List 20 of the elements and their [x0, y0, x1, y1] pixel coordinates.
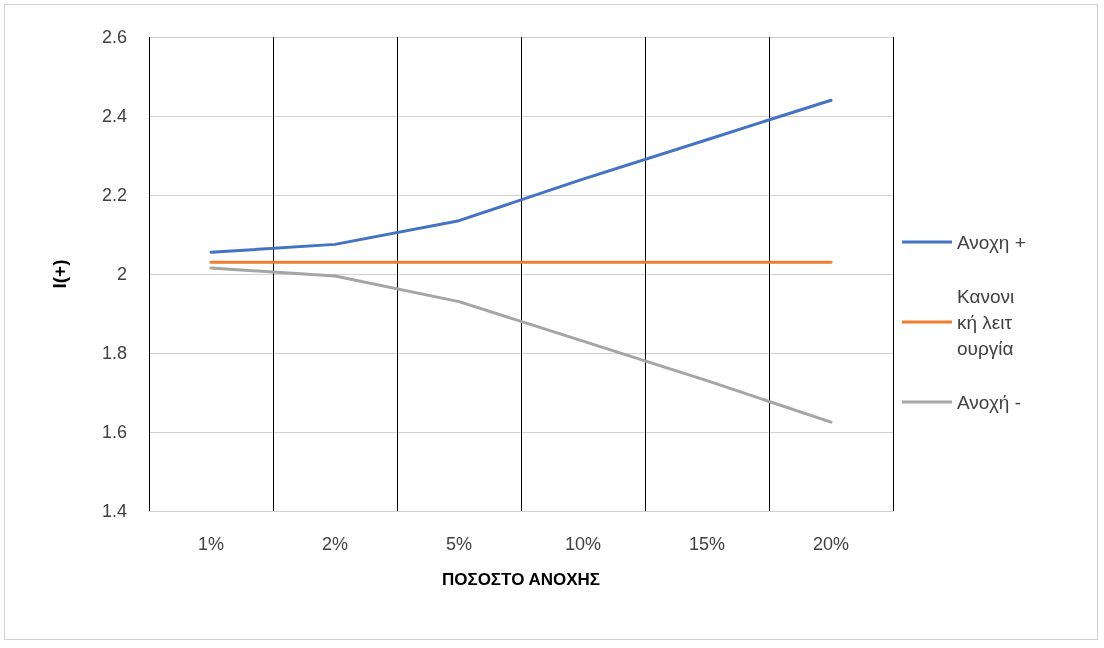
y-tick-label: 2 — [116, 264, 127, 284]
x-tick-label: 5% — [445, 534, 473, 554]
legend-label: Ανοχη + — [957, 231, 1026, 253]
y-tick-label: 2.4 — [101, 106, 127, 126]
legend-label: Ανοχή - — [957, 391, 1022, 413]
y-tick-label: 2.6 — [101, 27, 127, 47]
line-series — [209, 98, 833, 254]
legend-label: Κανονική λειτουργία — [957, 285, 1015, 359]
y-axis-title: I(+) — [49, 259, 70, 289]
y-tick-label: 1.4 — [101, 501, 127, 521]
y-tick-label: 1.6 — [101, 422, 127, 442]
x-tick-label: 10% — [564, 534, 602, 554]
x-tick-label: 2% — [321, 534, 349, 554]
y-tick-label: 1.8 — [101, 343, 127, 363]
line-series — [209, 266, 833, 424]
x-tick-label: 1% — [197, 534, 225, 554]
y-tick-label: 2.2 — [101, 185, 127, 205]
x-tick-label: 15% — [688, 534, 726, 554]
x-axis-title: ΠΟΣΟΣΤΟ ΑΝΟΧΗΣ — [441, 570, 601, 589]
x-tick-label: 20% — [812, 534, 850, 554]
